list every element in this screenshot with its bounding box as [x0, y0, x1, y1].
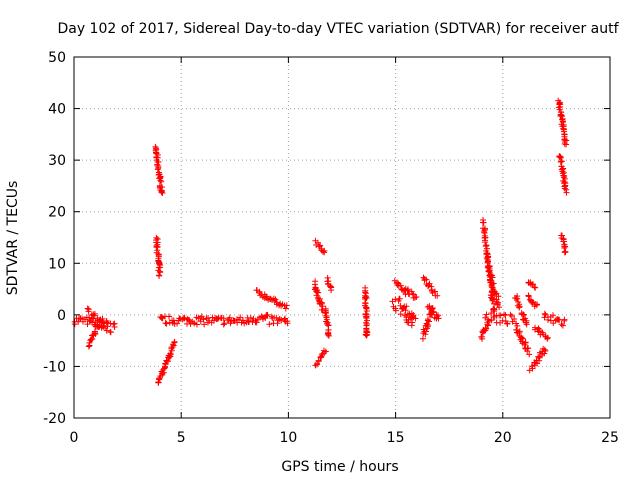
data-arc-21	[424, 303, 442, 322]
data-point-markers	[389, 295, 416, 329]
data-point-markers	[511, 293, 523, 311]
data-point-markers	[324, 274, 335, 294]
data-arc-12	[322, 305, 332, 339]
data-arc-14	[361, 284, 371, 339]
data-arc-30	[525, 279, 539, 291]
data-point-markers	[482, 310, 518, 327]
data-point-markers	[525, 279, 539, 291]
data-point-markers	[531, 324, 551, 342]
y-axis-label: SDTVAR / TECUs	[5, 181, 21, 296]
x-tick-label: 25	[601, 430, 619, 446]
data-arc-15	[389, 295, 416, 329]
data-arc-19	[420, 274, 441, 299]
data-arc-26	[511, 293, 523, 311]
data-arc-27	[513, 320, 533, 358]
y-tick-label: -20	[43, 411, 66, 427]
data-arc-11	[312, 347, 329, 369]
x-axis-label: GPS time / hours	[281, 459, 398, 475]
axis-ticks: 0 5 10 15 20 25 -20 -10 0 10 20 30 40 50	[43, 50, 619, 446]
data-point-markers	[558, 232, 569, 256]
data-arc-9	[312, 237, 328, 256]
y-tick-label: 30	[48, 153, 66, 169]
data-point-markers	[152, 143, 166, 196]
data-arc-17	[402, 285, 420, 301]
x-tick-label: 5	[177, 430, 186, 446]
data-point-markers	[555, 97, 570, 148]
data-point-markers	[253, 287, 290, 312]
data-point-markers	[525, 292, 541, 310]
data-arc-4	[153, 234, 164, 279]
data-point-markers	[153, 234, 164, 279]
y-tick-label: 10	[48, 256, 66, 272]
data-arc-36	[558, 232, 569, 256]
plot-frame	[73, 56, 611, 419]
data-arc-3	[152, 143, 166, 196]
data-point-markers	[526, 345, 549, 374]
data-point-markers	[402, 285, 420, 301]
data-point-markers	[424, 303, 442, 322]
data-arc-23	[484, 262, 503, 311]
grid	[74, 57, 610, 418]
data-point-markers	[322, 305, 332, 339]
y-tick-label: 50	[48, 50, 66, 66]
data-arc-32	[531, 324, 551, 342]
data-point-markers	[478, 319, 492, 342]
y-tick-label: -10	[43, 359, 66, 375]
y-tick-label: 0	[57, 308, 66, 324]
data-point-markers	[361, 284, 371, 339]
data-point-markers	[391, 277, 409, 298]
data-arc-18	[401, 307, 419, 323]
data-arc-5	[155, 338, 178, 386]
data-arc-10	[311, 278, 326, 313]
data-point-markers	[484, 262, 503, 311]
data-point-markers	[518, 310, 530, 328]
data-arc-2	[84, 305, 118, 336]
data-point-markers	[84, 305, 118, 336]
data-arc-13	[324, 274, 335, 294]
data-arc-8	[253, 287, 290, 312]
data-arc-16	[391, 277, 409, 298]
y-tick-label: 20	[48, 205, 66, 221]
x-tick-label: 10	[279, 430, 297, 446]
data-point-markers	[85, 323, 102, 350]
data-point-markers	[312, 237, 328, 256]
data-point-markers	[401, 307, 419, 323]
data-arc-29	[525, 292, 541, 310]
x-tick-label: 0	[70, 430, 79, 446]
data-arc-24	[478, 319, 492, 342]
data-point-markers	[513, 320, 533, 358]
chart-title: Day 102 of 2017, Sidereal Day-to-day VTE…	[57, 21, 619, 37]
data-point-markers	[541, 310, 568, 329]
data-arc-35	[556, 153, 570, 196]
data-point-markers	[311, 278, 326, 313]
data-point-markers	[245, 311, 291, 328]
data-points	[71, 97, 570, 386]
x-tick-label: 20	[494, 430, 512, 446]
data-arc-28	[518, 310, 530, 328]
data-point-markers	[155, 338, 178, 386]
data-point-markers	[420, 274, 441, 299]
data-arc-6	[157, 313, 253, 328]
data-arc-25	[482, 310, 518, 327]
x-tick-label: 15	[387, 430, 405, 446]
data-point-markers	[556, 153, 570, 196]
data-arc-31	[526, 345, 549, 374]
data-arc-34	[555, 97, 570, 148]
data-point-markers	[312, 347, 329, 369]
data-point-markers	[157, 313, 253, 328]
y-tick-label: 40	[48, 102, 66, 118]
data-arc-33	[541, 310, 568, 329]
data-arc-7	[245, 311, 291, 328]
data-arc-1	[85, 323, 102, 350]
